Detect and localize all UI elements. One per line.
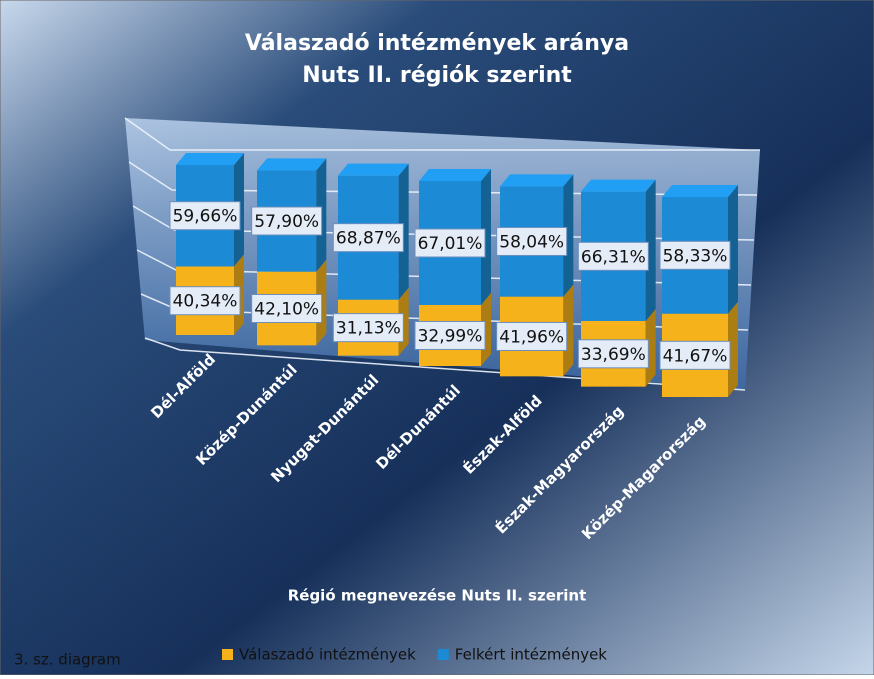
data-label-box	[577, 241, 649, 271]
data-label: 68,87%	[336, 229, 401, 249]
data-label: 67,01%	[418, 234, 483, 254]
data-label-box	[169, 286, 241, 316]
legend-swatch	[222, 649, 233, 660]
data-label-box	[332, 313, 404, 343]
data-label-box	[414, 320, 486, 350]
data-label: 40,34%	[173, 292, 238, 312]
x-axis-label: Régió megnevezése Nuts II. szerint	[288, 587, 587, 605]
bar-top	[176, 153, 244, 165]
bar-top	[257, 158, 327, 171]
chart-title: Válaszadó intézmények aránya	[245, 31, 629, 56]
data-label: 58,04%	[499, 232, 564, 252]
data-label: 33,69%	[581, 345, 646, 365]
bar-top	[338, 163, 409, 176]
bar-side	[481, 169, 491, 305]
bar-side	[728, 185, 738, 314]
bar-top	[419, 169, 491, 181]
bar-side	[728, 301, 738, 397]
data-label: 31,13%	[336, 319, 401, 339]
data-label: 57,90%	[254, 212, 319, 232]
data-label-box	[659, 340, 731, 370]
legend-label: Válaszadó intézmények	[239, 646, 416, 664]
bar-side	[645, 179, 656, 321]
annotation: 3. sz. diagram	[14, 651, 121, 669]
data-label-box	[332, 223, 404, 253]
bar-side	[563, 284, 574, 377]
bar-side	[563, 174, 574, 297]
bar-top	[662, 185, 738, 197]
data-label: 32,99%	[418, 326, 483, 346]
legend-label: Felkért intézmények	[455, 646, 608, 664]
data-label-box	[414, 228, 486, 258]
data-label: 66,31%	[581, 247, 646, 267]
data-label-box	[251, 206, 323, 236]
data-label-box	[659, 240, 731, 270]
chart-subtitle: Nuts II. régiók szerint	[302, 63, 572, 88]
data-label: 58,33%	[663, 246, 728, 266]
data-label-box	[577, 339, 649, 369]
data-label-box	[169, 201, 241, 231]
data-label: 41,96%	[499, 327, 564, 347]
data-label: 42,10%	[254, 299, 319, 319]
bar-top	[581, 179, 656, 192]
legend-swatch	[437, 649, 449, 660]
bar-top	[500, 174, 574, 187]
data-label: 59,66%	[173, 207, 238, 227]
data-label-box	[496, 321, 568, 351]
data-label-box	[496, 226, 568, 256]
data-label: 41,67%	[663, 346, 728, 366]
data-label-box	[251, 293, 323, 323]
